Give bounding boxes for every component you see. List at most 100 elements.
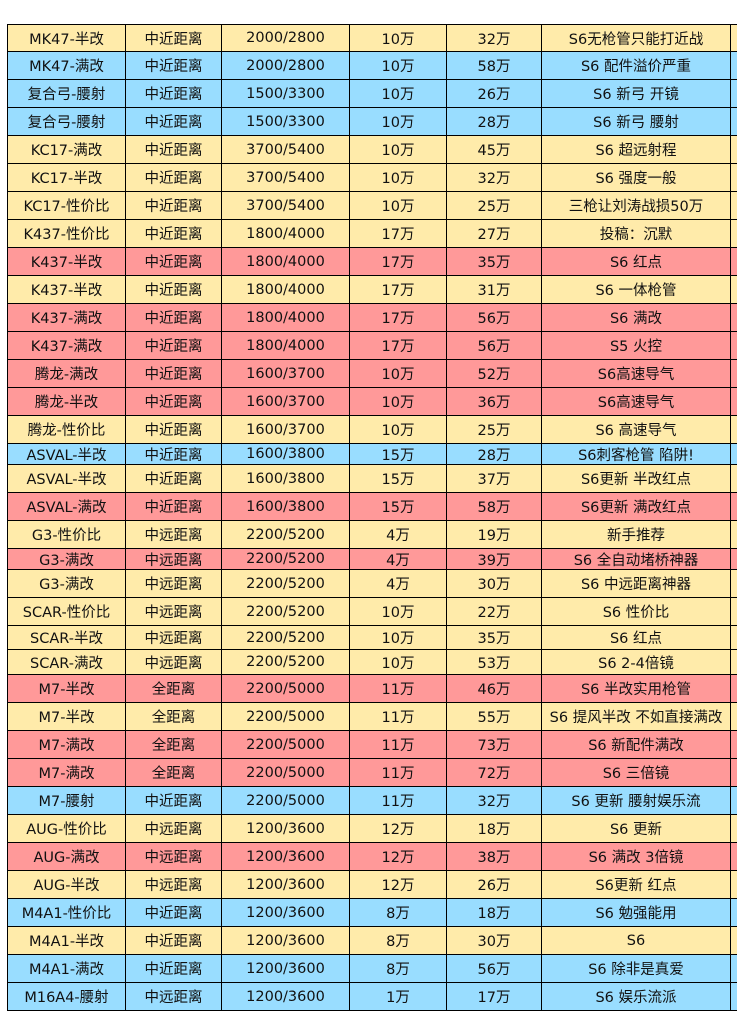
cost-cell[interactable]: 10万	[349, 80, 446, 107]
range-cell[interactable]: 中远距离	[125, 815, 221, 842]
cost-cell[interactable]: 11万	[349, 759, 446, 786]
price-cell[interactable]: 56万	[446, 332, 541, 359]
empty-cell[interactable]	[730, 703, 737, 730]
weapon-cell[interactable]: ASVAL-满改	[7, 493, 125, 520]
stat-cell[interactable]: 2000/2800	[221, 25, 349, 51]
stat-cell[interactable]: 1200/3600	[221, 927, 349, 954]
note-cell[interactable]: S6更新 满改红点	[541, 493, 730, 520]
price-cell[interactable]: 55万	[446, 703, 541, 730]
weapon-cell[interactable]: KC17-半改	[7, 164, 125, 191]
note-cell[interactable]: S5 火控	[541, 332, 730, 359]
weapon-cell[interactable]: 复合弓-腰射	[7, 108, 125, 135]
cost-cell[interactable]: 15万	[349, 493, 446, 520]
note-cell[interactable]: S6 新弓 腰射	[541, 108, 730, 135]
note-cell[interactable]: S6 更新 腰射娱乐流	[541, 787, 730, 814]
weapon-cell[interactable]: K437-满改	[7, 332, 125, 359]
cost-cell[interactable]: 17万	[349, 248, 446, 275]
range-cell[interactable]: 全距离	[125, 703, 221, 730]
note-cell[interactable]: S6 更新	[541, 815, 730, 842]
note-cell[interactable]: S6	[541, 927, 730, 954]
cost-cell[interactable]: 12万	[349, 815, 446, 842]
empty-cell[interactable]	[730, 416, 737, 443]
cost-cell[interactable]: 8万	[349, 955, 446, 982]
range-cell[interactable]: 中近距离	[125, 52, 221, 79]
price-cell[interactable]: 35万	[446, 248, 541, 275]
stat-cell[interactable]: 2200/5000	[221, 703, 349, 730]
stat-cell[interactable]: 1200/3600	[221, 955, 349, 982]
price-cell[interactable]: 53万	[446, 650, 541, 674]
cost-cell[interactable]: 12万	[349, 871, 446, 898]
price-cell[interactable]: 30万	[446, 927, 541, 954]
note-cell[interactable]: 三枪让刘涛战损50万	[541, 192, 730, 219]
cost-cell[interactable]: 17万	[349, 276, 446, 303]
cost-cell[interactable]: 10万	[349, 136, 446, 163]
weapon-cell[interactable]: M7-半改	[7, 703, 125, 730]
note-cell[interactable]: S6 一体枪管	[541, 276, 730, 303]
cost-cell[interactable]: 11万	[349, 731, 446, 758]
weapon-cell[interactable]: KC17-满改	[7, 136, 125, 163]
empty-cell[interactable]	[730, 164, 737, 191]
stat-cell[interactable]: 2000/2800	[221, 52, 349, 79]
empty-cell[interactable]	[730, 52, 737, 79]
price-cell[interactable]: 25万	[446, 416, 541, 443]
range-cell[interactable]: 中近距离	[125, 388, 221, 415]
note-cell[interactable]: S6 性价比	[541, 598, 730, 625]
cost-cell[interactable]: 15万	[349, 465, 446, 492]
cost-cell[interactable]: 12万	[349, 843, 446, 870]
price-cell[interactable]: 56万	[446, 955, 541, 982]
note-cell[interactable]: S6高速导气	[541, 360, 730, 387]
empty-cell[interactable]	[730, 444, 737, 464]
price-cell[interactable]: 58万	[446, 493, 541, 520]
price-cell[interactable]: 28万	[446, 444, 541, 464]
note-cell[interactable]: S6 三倍镜	[541, 759, 730, 786]
cost-cell[interactable]: 11万	[349, 675, 446, 702]
weapon-cell[interactable]: G3-性价比	[7, 521, 125, 548]
empty-cell[interactable]	[730, 598, 737, 625]
note-cell[interactable]: S6更新 红点	[541, 871, 730, 898]
range-cell[interactable]: 中远距离	[125, 570, 221, 597]
range-cell[interactable]: 中近距离	[125, 25, 221, 51]
stat-cell[interactable]: 1800/4000	[221, 220, 349, 247]
empty-cell[interactable]	[730, 675, 737, 702]
weapon-cell[interactable]: K437-性价比	[7, 220, 125, 247]
empty-cell[interactable]	[730, 248, 737, 275]
stat-cell[interactable]: 2200/5200	[221, 598, 349, 625]
range-cell[interactable]: 中近距离	[125, 192, 221, 219]
range-cell[interactable]: 中近距离	[125, 164, 221, 191]
weapon-cell[interactable]: G3-满改	[7, 549, 125, 569]
stat-cell[interactable]: 1800/4000	[221, 248, 349, 275]
weapon-cell[interactable]: 腾龙-性价比	[7, 416, 125, 443]
note-cell[interactable]: 新手推荐	[541, 521, 730, 548]
cost-cell[interactable]: 11万	[349, 703, 446, 730]
weapon-cell[interactable]: M4A1-半改	[7, 927, 125, 954]
stat-cell[interactable]: 1200/3600	[221, 815, 349, 842]
range-cell[interactable]: 中近距离	[125, 465, 221, 492]
stat-cell[interactable]: 1500/3300	[221, 80, 349, 107]
weapon-cell[interactable]: M7-满改	[7, 759, 125, 786]
price-cell[interactable]: 30万	[446, 570, 541, 597]
cost-cell[interactable]: 4万	[349, 521, 446, 548]
cost-cell[interactable]: 10万	[349, 626, 446, 649]
weapon-cell[interactable]: M7-腰射	[7, 787, 125, 814]
stat-cell[interactable]: 1800/4000	[221, 276, 349, 303]
weapon-cell[interactable]: M4A1-满改	[7, 955, 125, 982]
empty-cell[interactable]	[730, 108, 737, 135]
stat-cell[interactable]: 2200/5000	[221, 787, 349, 814]
price-cell[interactable]: 37万	[446, 465, 541, 492]
range-cell[interactable]: 中近距离	[125, 332, 221, 359]
range-cell[interactable]: 中远距离	[125, 650, 221, 674]
range-cell[interactable]: 中近距离	[125, 276, 221, 303]
cost-cell[interactable]: 4万	[349, 549, 446, 569]
range-cell[interactable]: 中近距离	[125, 493, 221, 520]
empty-cell[interactable]	[730, 626, 737, 649]
weapon-cell[interactable]: AUG-性价比	[7, 815, 125, 842]
empty-cell[interactable]	[730, 871, 737, 898]
weapon-cell[interactable]: M7-半改	[7, 675, 125, 702]
note-cell[interactable]: S6 满改	[541, 304, 730, 331]
stat-cell[interactable]: 1200/3600	[221, 871, 349, 898]
note-cell[interactable]: S6 除非是真爱	[541, 955, 730, 982]
cost-cell[interactable]: 1万	[349, 983, 446, 1010]
note-cell[interactable]: S6 满改 3倍镜	[541, 843, 730, 870]
stat-cell[interactable]: 1500/3300	[221, 108, 349, 135]
note-cell[interactable]: S6 超远射程	[541, 136, 730, 163]
